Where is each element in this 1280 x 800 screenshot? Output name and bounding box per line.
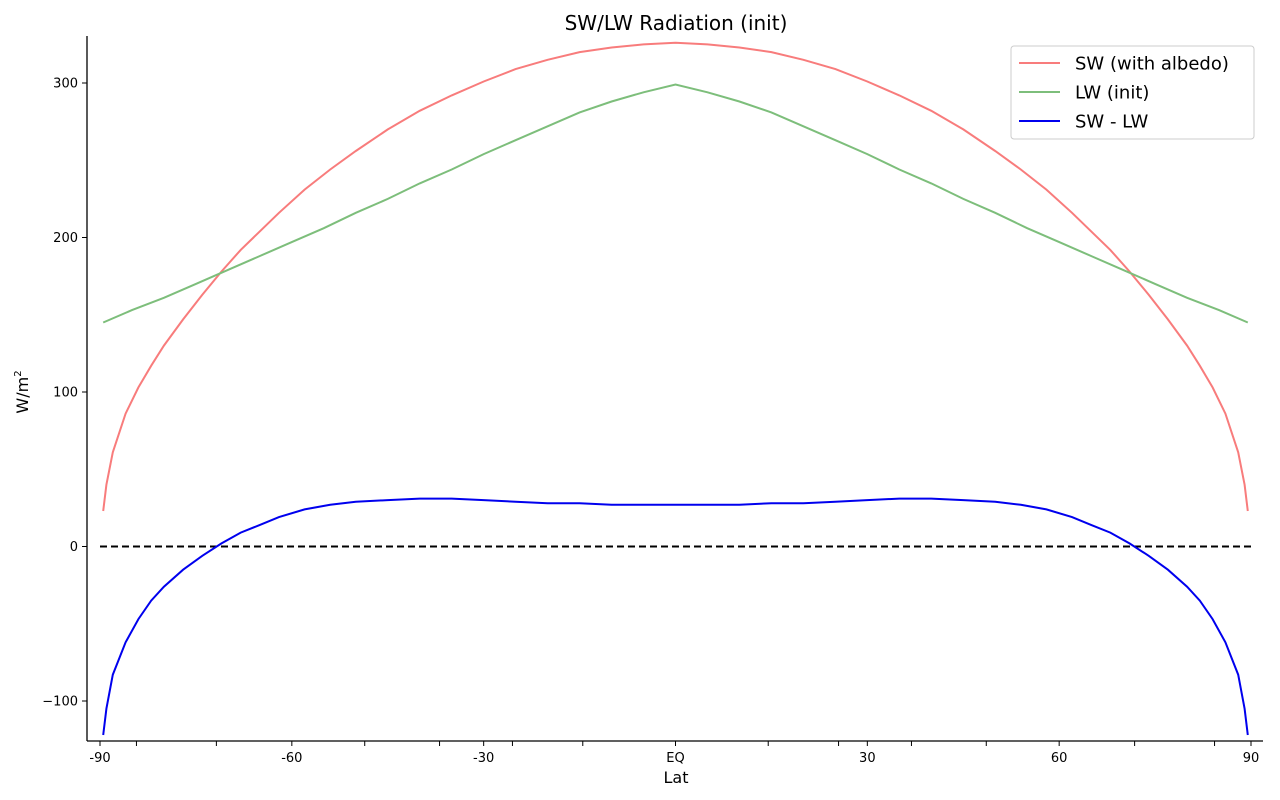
legend-label-3: SW - LW (1075, 112, 1149, 133)
chart-title: SW/LW Radiation (init) (565, 11, 788, 35)
legend-label-1: SW (with albedo) (1075, 54, 1229, 75)
y-axis-label-superscript: 2 (13, 370, 24, 376)
x-tick-label: 60 (1051, 751, 1068, 766)
x-tick-label: -60 (281, 751, 302, 766)
series-line-1 (102, 41, 1249, 512)
plot-area (100, 41, 1251, 736)
y-axis-label: W/m2 (13, 370, 32, 413)
x-tick-label: -90 (89, 751, 110, 766)
x-tick-label: 90 (1243, 751, 1260, 766)
x-axis-label: Lat (664, 768, 689, 787)
y-tick-label: 0 (70, 540, 78, 555)
x-tick-label: -30 (473, 751, 494, 766)
legend-frame (1010, 45, 1255, 140)
x-ticks: -90 -60 -30 EQ 30 60 90 (89, 741, 1259, 766)
y-tick-label: −100 (42, 695, 78, 710)
y-axis-label-unit: W/m (13, 377, 32, 414)
series-line-3 (102, 497, 1249, 736)
y-tick-label: 300 (53, 77, 78, 92)
x-tick-label: EQ (666, 751, 684, 766)
y-tick-label: 100 (53, 386, 78, 401)
x-tick-label: 30 (859, 751, 876, 766)
series-line-2 (102, 83, 1249, 324)
legend: SW (with albedo) LW (init) SW - LW (1010, 45, 1255, 140)
y-tick-label: 200 (53, 231, 78, 246)
legend-label-2: LW (init) (1075, 83, 1149, 104)
y-ticks: −100 0 100 200 300 (42, 77, 87, 710)
